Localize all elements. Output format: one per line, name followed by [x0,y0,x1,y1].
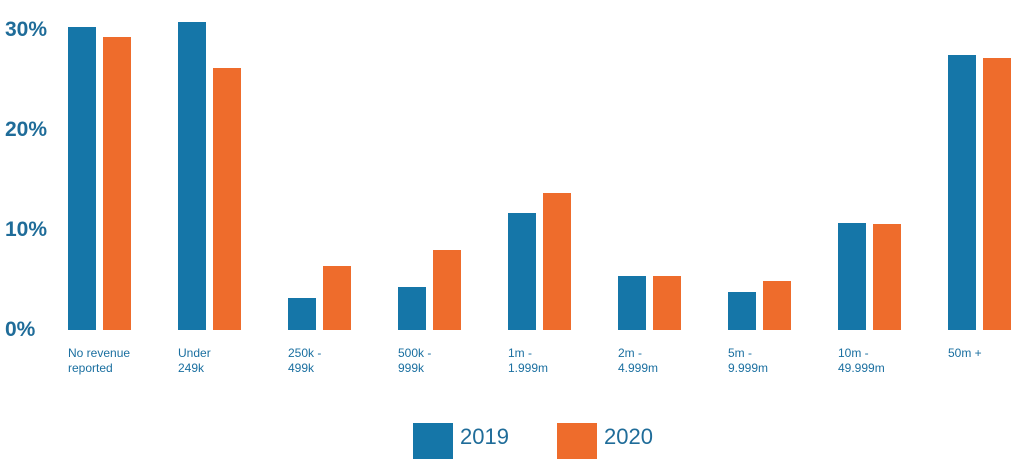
bar [873,224,901,330]
bar [543,193,571,330]
y-tick-label: 10% [5,218,48,241]
x-tick-label: No revenue reported [68,346,131,375]
bar [508,213,536,330]
bar [103,37,131,330]
bar [68,27,96,330]
y-tick-label: 30% [5,18,48,41]
bar [178,22,206,330]
legend-swatch [557,423,597,459]
legend-label: 2020 [604,424,653,449]
x-tick-label: 5m - 9.999m [728,346,769,375]
legend-swatch [413,423,453,459]
bar [653,276,681,330]
bar [948,55,976,330]
bar [433,250,461,330]
bar [288,298,316,330]
x-tick-label: 250k - 499k [288,346,322,375]
y-tick-label: 0% [5,318,36,341]
x-tick-label: Under 249k [178,346,211,375]
bar [213,68,241,330]
bar [838,223,866,330]
bar [763,281,791,330]
x-tick-label: 1m - 1.999m [508,346,549,375]
bar [323,266,351,330]
x-tick-label: 500k - 999k [398,346,432,375]
x-tick-label: 2m - 4.999m [618,346,659,375]
y-tick-label: 20% [5,118,48,141]
x-tick-label: 50m + [948,346,982,360]
bar [618,276,646,330]
legend-label: 2019 [460,424,509,449]
x-tick-label: 10m - 49.999m [838,346,885,375]
bar [728,292,756,330]
bar [398,287,426,330]
bar [983,58,1011,330]
